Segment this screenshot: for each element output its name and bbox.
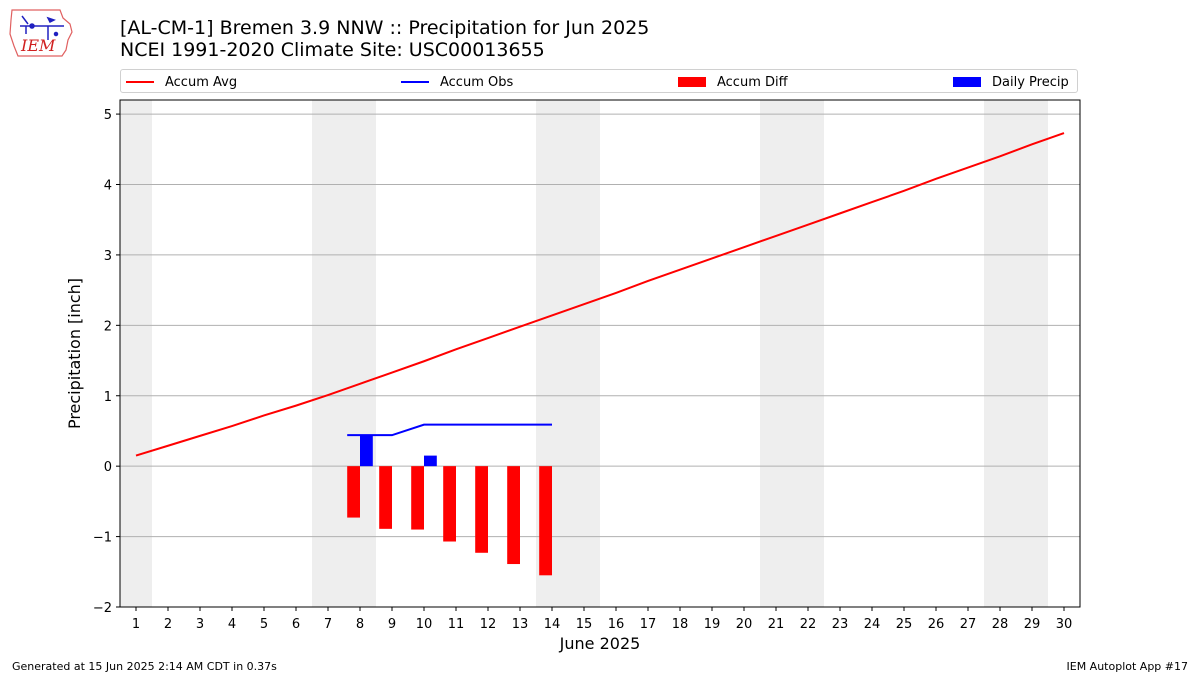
x-tick-label: 28 xyxy=(992,617,1009,632)
y-tick-label: −2 xyxy=(93,601,112,616)
x-tick-label: 13 xyxy=(512,617,529,632)
x-tick-label: 4 xyxy=(228,617,236,632)
x-tick-label: 15 xyxy=(576,617,593,632)
accum-diff-bar xyxy=(539,466,552,576)
x-tick-label: 12 xyxy=(480,617,497,632)
legend-swatch-accum-diff xyxy=(678,77,706,87)
accum-diff-bar xyxy=(443,466,456,542)
x-axis-label: June 2025 xyxy=(559,634,641,653)
chart-title: [AL-CM-1] Bremen 3.9 NNW :: Precipitatio… xyxy=(120,17,649,61)
x-tick-label: 3 xyxy=(196,617,204,632)
x-tick-label: 5 xyxy=(260,617,268,632)
accum-diff-bar xyxy=(347,466,360,518)
weekend-band xyxy=(760,100,824,607)
legend-swatch-accum-obs xyxy=(401,81,429,83)
weekend-band xyxy=(312,100,376,607)
title-line-1: [AL-CM-1] Bremen 3.9 NNW :: Precipitatio… xyxy=(120,17,650,39)
iem-logo: IEM xyxy=(9,9,73,57)
x-tick-label: 22 xyxy=(800,617,817,632)
x-tick-label: 17 xyxy=(640,617,657,632)
x-tick-label: 14 xyxy=(544,617,561,632)
legend-swatch-daily-precip xyxy=(953,77,981,87)
y-tick-label: 0 xyxy=(104,460,112,475)
y-tick-label: 1 xyxy=(104,390,112,405)
weekend-band xyxy=(120,100,152,607)
x-tick-label: 29 xyxy=(1024,617,1041,632)
legend-label-accum-avg: Accum Avg xyxy=(165,74,238,90)
y-tick-label: 5 xyxy=(104,108,112,123)
y-axis-label: Precipitation [inch] xyxy=(65,278,84,429)
x-tick-label: 25 xyxy=(896,617,913,632)
x-tick-label: 1 xyxy=(132,617,140,632)
y-tick-label: 2 xyxy=(104,319,112,334)
y-tick-label: 3 xyxy=(104,249,112,264)
x-tick-label: 24 xyxy=(864,617,881,632)
accum-obs-line xyxy=(347,423,552,437)
weekend-band xyxy=(984,100,1048,607)
accum-diff-bar xyxy=(379,466,392,529)
legend-item-accum-avg: Accum Avg xyxy=(126,70,237,94)
y-tick-label: 4 xyxy=(104,179,112,194)
daily-precip-bar xyxy=(424,455,437,467)
daily-precip-bar xyxy=(360,435,373,467)
y-tick-label: −1 xyxy=(93,531,112,546)
x-tick-label: 2 xyxy=(164,617,172,632)
accum-diff-bar xyxy=(475,466,488,553)
x-tick-label: 30 xyxy=(1056,617,1073,632)
svg-text:IEM: IEM xyxy=(20,36,56,55)
x-tick-label: 27 xyxy=(960,617,977,632)
x-tick-label: 19 xyxy=(704,617,721,632)
title-line-2: NCEI 1991-2020 Climate Site: USC00013655 xyxy=(120,39,545,61)
x-tick-label: 20 xyxy=(736,617,753,632)
accum-avg-line xyxy=(135,132,1065,457)
legend-swatch-accum-avg xyxy=(126,81,154,83)
x-tick-label: 21 xyxy=(768,617,785,632)
x-tick-label: 16 xyxy=(608,617,625,632)
legend-label-accum-diff: Accum Diff xyxy=(717,74,788,90)
x-tick-label: 26 xyxy=(928,617,945,632)
x-tick-label: 18 xyxy=(672,617,689,632)
legend-item-accum-diff: Accum Diff xyxy=(678,70,788,94)
x-tick-label: 23 xyxy=(832,617,849,632)
legend-label-daily-precip: Daily Precip xyxy=(992,74,1069,90)
plot-frame xyxy=(119,99,1081,608)
x-tick-label: 7 xyxy=(324,617,332,632)
accum-diff-bar xyxy=(411,466,424,530)
footer-app: IEM Autoplot App #17 xyxy=(1066,660,1189,673)
legend-label-accum-obs: Accum Obs xyxy=(440,74,514,90)
x-tick-label: 9 xyxy=(388,617,396,632)
x-tick-label: 8 xyxy=(356,617,364,632)
legend-item-accum-obs: Accum Obs xyxy=(401,70,513,94)
footer-generated: Generated at 15 Jun 2025 2:14 AM CDT in … xyxy=(12,660,277,673)
x-tick-label: 11 xyxy=(448,617,465,632)
legend: Accum Avg Accum Obs Accum Diff Daily Pre… xyxy=(120,69,1078,93)
legend-item-daily-precip: Daily Precip xyxy=(953,70,1069,94)
x-tick-label: 6 xyxy=(292,617,300,632)
x-tick-label: 10 xyxy=(416,617,433,632)
accum-diff-bar xyxy=(507,466,520,565)
